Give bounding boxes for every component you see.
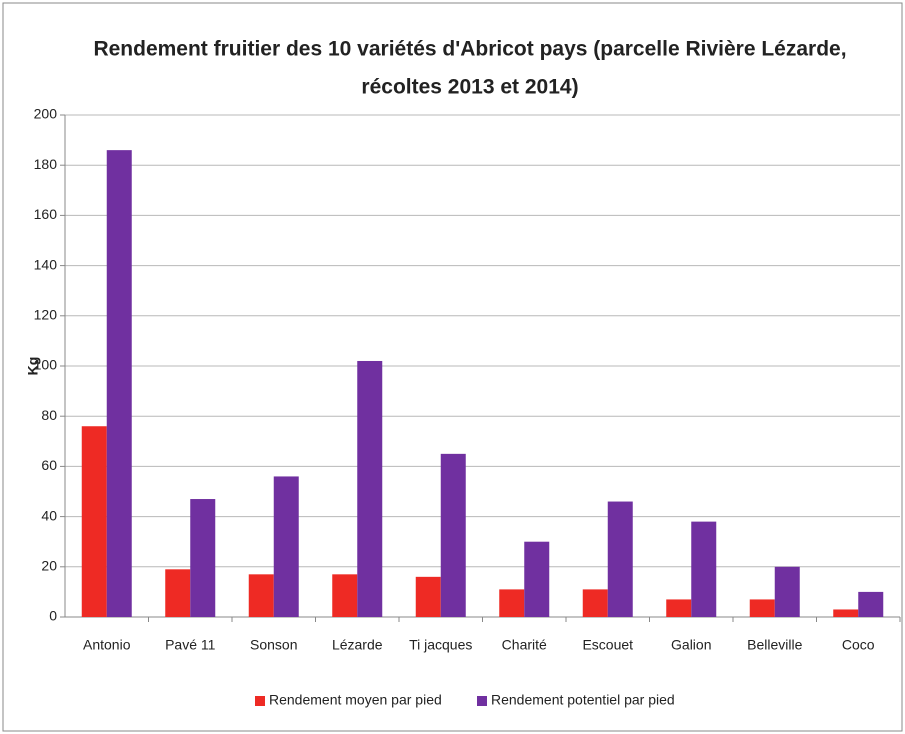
bar [607, 501, 633, 617]
bar [165, 569, 191, 617]
legend-label: Rendement moyen par pied [269, 692, 442, 708]
bar [749, 599, 775, 617]
y-tick-label: 120 [34, 307, 58, 323]
bar [106, 150, 132, 617]
chart-title: récoltes 2013 et 2014) [361, 76, 578, 99]
x-tick-label: Pavé 11 [165, 637, 216, 653]
x-tick-label: Antonio [83, 637, 131, 653]
bar [273, 476, 299, 617]
y-tick-label: 0 [49, 608, 57, 624]
legend-label: Rendement potentiel par pied [491, 692, 675, 708]
x-tick-label: Charité [502, 637, 547, 653]
bar [691, 521, 717, 617]
x-tick-label: Lézarde [332, 637, 383, 653]
x-tick-label: Sonson [250, 637, 297, 653]
bar [415, 576, 441, 617]
bar [440, 453, 466, 617]
y-tick-label: 20 [41, 558, 57, 574]
bar [248, 574, 274, 617]
y-tick-label: 60 [41, 457, 57, 473]
x-tick-label: Escouet [582, 637, 633, 653]
bar [499, 589, 525, 617]
bar [858, 591, 884, 617]
y-tick-label: 40 [41, 507, 57, 523]
legend-swatch [255, 696, 265, 706]
x-tick-label: Galion [671, 637, 711, 653]
y-tick-label: 140 [34, 256, 58, 272]
bar [332, 574, 358, 617]
bar [666, 599, 692, 617]
chart-title: Rendement fruitier des 10 variétés d'Abr… [93, 38, 846, 61]
legend-swatch [477, 696, 487, 706]
y-tick-label: 100 [34, 357, 58, 373]
y-axis-label: Kg [25, 357, 41, 376]
bar [81, 426, 107, 617]
x-tick-label: Ti jacques [409, 637, 472, 653]
y-tick-label: 200 [34, 106, 58, 122]
y-tick-label: 180 [34, 156, 58, 172]
y-tick-label: 80 [41, 407, 57, 423]
bar [582, 589, 608, 617]
bar [833, 609, 859, 617]
x-tick-label: Coco [842, 637, 875, 653]
bar [774, 566, 800, 617]
bar [357, 360, 383, 617]
bar [524, 541, 550, 617]
y-tick-label: 160 [34, 206, 58, 222]
bar [190, 499, 216, 617]
x-tick-label: Belleville [747, 637, 802, 653]
